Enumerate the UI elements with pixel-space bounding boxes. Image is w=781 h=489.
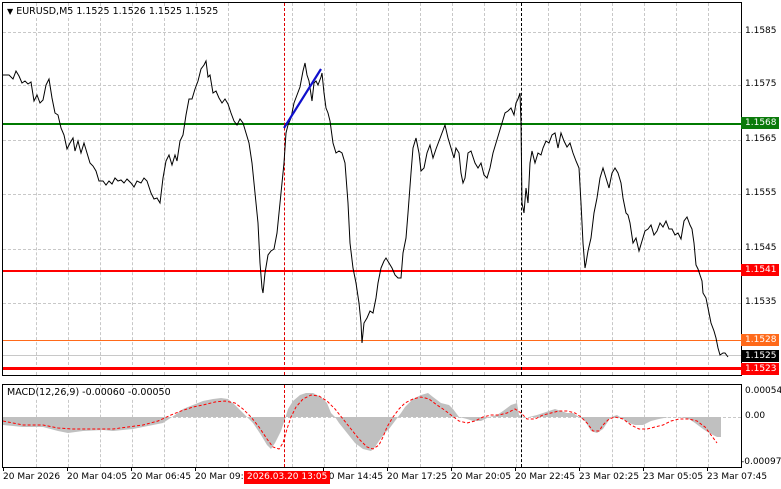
grid-line (132, 3, 133, 375)
stop-price-tag: 1.1523 (741, 363, 779, 375)
grid-line (3, 140, 741, 141)
grid-line (516, 385, 517, 467)
grid-line (164, 3, 165, 375)
time-tick (387, 467, 388, 471)
time-tick (3, 467, 4, 471)
grid-line (324, 385, 325, 467)
time-marker-line (284, 385, 285, 467)
grid-line (324, 3, 325, 375)
price-tick: 1.1545 (745, 243, 777, 253)
crosshair-line (521, 385, 522, 467)
grid-line (708, 3, 709, 375)
support-price-tag: 1.1541 (741, 264, 779, 276)
time-marker-line[interactable] (284, 3, 285, 375)
time-tick (707, 467, 708, 471)
grid-line (100, 3, 101, 375)
time-label: 20 Mar 20:05 (451, 472, 512, 482)
macd-tick: 0.00054 (745, 386, 781, 396)
grid-line (3, 32, 741, 33)
grid-line (420, 385, 421, 467)
grid-line (3, 249, 741, 250)
time-tick (515, 467, 516, 471)
grid-line (644, 3, 645, 375)
time-tick (131, 467, 132, 471)
grid-line (68, 3, 69, 375)
grid-line (676, 385, 677, 467)
time-label: 23 Mar 07:45 (707, 472, 768, 482)
grid-line (484, 3, 485, 375)
time-label: 20 Mar 14:45 (323, 472, 384, 482)
current-price-line (3, 355, 741, 356)
target-price-tag: 1.1528 (741, 334, 779, 346)
grid-line (164, 385, 165, 467)
time-label: 20 Mar 2026 (3, 472, 61, 482)
highlighted-time-label: 2026.03.20 13:05 (244, 471, 331, 484)
triangle-down-icon[interactable]: ▼ (7, 7, 14, 16)
grid-line (516, 3, 517, 375)
grid-line (3, 303, 741, 304)
grid-line (292, 385, 293, 467)
grid-line (292, 3, 293, 375)
grid-line (3, 194, 741, 195)
grid-line (548, 385, 549, 467)
chart-title: ▼ EURUSD,M5 1.1525 1.1526 1.1525 1.1525 (7, 6, 221, 17)
trend-line[interactable] (283, 68, 322, 129)
grid-line (452, 385, 453, 467)
grid-line (612, 385, 613, 467)
time-tick (579, 467, 580, 471)
time-label: 23 Mar 05:05 (643, 472, 704, 482)
time-tick (67, 467, 68, 471)
time-tick (195, 467, 196, 471)
stop-line[interactable] (3, 367, 741, 370)
grid-line (420, 3, 421, 375)
support-line[interactable] (3, 270, 741, 272)
time-label: 20 Mar 06:45 (131, 472, 192, 482)
grid-line (228, 3, 229, 375)
grid-line (196, 385, 197, 467)
price-tick: 1.1555 (745, 188, 777, 198)
price-tick: 1.1535 (745, 297, 777, 307)
price-line-series (3, 59, 729, 358)
price-tick: 1.1565 (745, 134, 777, 144)
time-label: 20 Mar 22:45 (515, 472, 576, 482)
resistance-price-tag: 1.1568 (741, 117, 779, 129)
grid-line (644, 385, 645, 467)
grid-line (452, 3, 453, 375)
grid-line (580, 385, 581, 467)
grid-line (388, 3, 389, 375)
grid-line (36, 3, 37, 375)
time-tick (451, 467, 452, 471)
macd-panel[interactable]: MACD(12,26,9) -0.00060 -0.00050 (2, 384, 742, 468)
price-chart-panel[interactable]: ▼ EURUSD,M5 1.1525 1.1526 1.1525 1.1525 (2, 2, 742, 376)
symbol-ohlc-label: EURUSD,M5 1.1525 1.1526 1.1525 1.1525 (16, 6, 219, 17)
macd-tick: -0.00097 (741, 457, 781, 467)
time-label: 23 Mar 02:25 (579, 472, 640, 482)
price-tick: 1.1575 (745, 79, 777, 89)
grid-line (356, 3, 357, 375)
price-tick: 1.1585 (745, 26, 777, 36)
grid-line (484, 385, 485, 467)
resistance-line[interactable] (3, 123, 741, 125)
time-label: 20 Mar 17:25 (387, 472, 448, 482)
grid-line (548, 3, 549, 375)
grid-line (228, 385, 229, 467)
macd-title: MACD(12,26,9) -0.00060 -0.00050 (7, 387, 173, 398)
grid-line (3, 85, 741, 86)
grid-line (676, 3, 677, 375)
target-line[interactable] (3, 340, 741, 341)
time-tick (323, 467, 324, 471)
grid-line (612, 3, 613, 375)
time-label: 20 Mar 09:25 (195, 472, 256, 482)
time-label: 20 Mar 04:05 (67, 472, 128, 482)
time-tick (643, 467, 644, 471)
grid-line (196, 3, 197, 375)
macd-chart (3, 393, 721, 451)
current-price-tag: 1.1525 (741, 350, 779, 362)
macd-tick: 0.00 (745, 411, 766, 421)
